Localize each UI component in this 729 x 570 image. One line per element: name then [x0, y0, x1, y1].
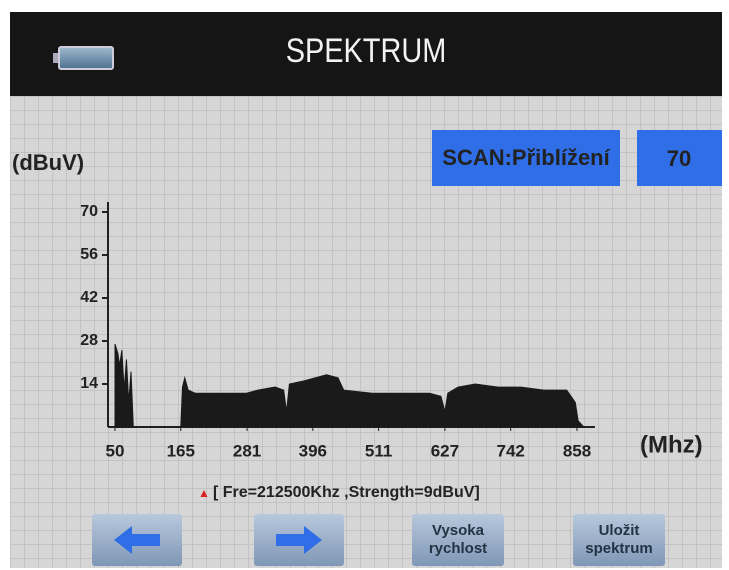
y-tick-label: 56 — [80, 246, 98, 263]
status-text: [ Fre=212500Khz ,Strength=9dBuV] — [213, 484, 480, 501]
y-tick-label: 14 — [80, 375, 98, 392]
fast-button[interactable]: Vysoka rychlost — [412, 514, 504, 566]
button-label: Uložit spektrum — [573, 514, 665, 558]
scan-mode: SCAN:Přiblížení — [442, 145, 610, 170]
left-button[interactable] — [92, 514, 182, 566]
y-tick-label: 70 — [80, 203, 98, 220]
button-label: Vysoka rychlost — [412, 514, 504, 558]
x-tick-label: 511 — [365, 441, 392, 460]
page: {"header": {"title": "SPEKTRUM"}, "scan"… — [0, 0, 729, 570]
device-screen: SPEKTRUM SCAN:Přiblížení 70 (dBuV) (Mhz)… — [10, 12, 722, 568]
save-button[interactable]: Uložit spektrum — [573, 514, 665, 566]
x-tick-label: 165 — [167, 441, 195, 460]
spectrum-area — [115, 344, 584, 427]
scan-level: 70 — [667, 146, 691, 171]
x-tick-label: 50 — [106, 441, 125, 460]
right-button[interactable] — [254, 514, 344, 566]
x-tick-label: 742 — [496, 441, 524, 460]
y-tick-label: 42 — [80, 289, 98, 306]
y-axis-label: (dBuV) — [12, 150, 84, 175]
marker-icon: ▲ — [198, 486, 210, 500]
x-tick-label: 396 — [299, 441, 327, 460]
x-tick-label: 627 — [431, 441, 459, 460]
x-tick-label: 281 — [233, 441, 261, 460]
x-tick-label: 858 — [563, 441, 591, 460]
spectrum-chart: SCAN:Přiblížení 70 (dBuV) (Mhz) ▲ [ Fre=… — [10, 12, 722, 568]
x-axis-label: (Mhz) — [640, 431, 703, 458]
y-tick-label: 28 — [80, 332, 98, 349]
